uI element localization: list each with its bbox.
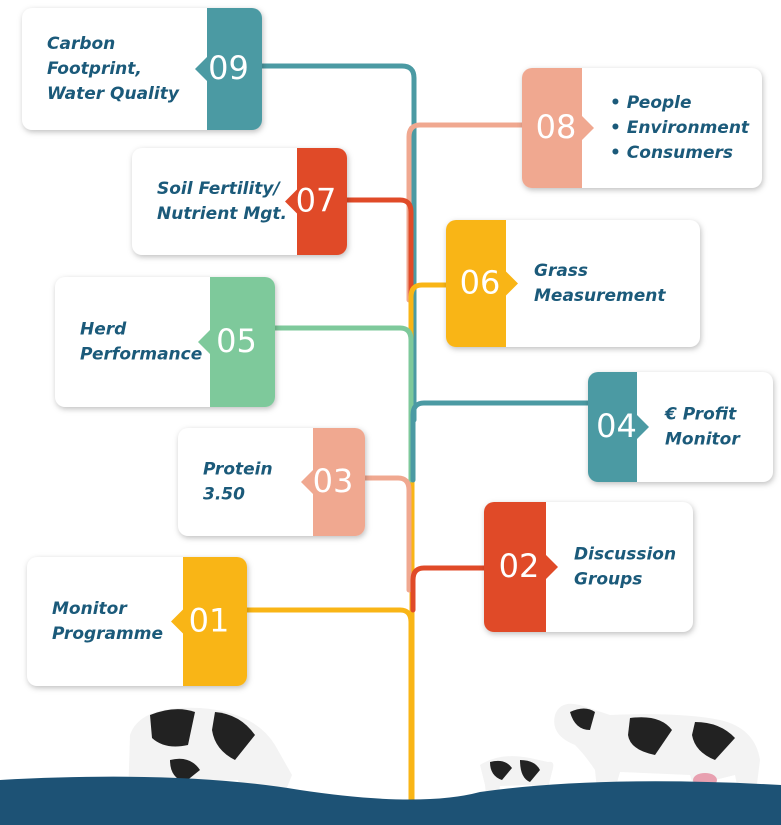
step-label: Soil Fertility/ xyxy=(157,179,282,199)
step-label: Monitor xyxy=(52,599,128,619)
step-label: € Profit xyxy=(664,405,737,425)
connector xyxy=(347,200,411,300)
step-number: 02 xyxy=(499,547,540,585)
step-label: Monitor xyxy=(665,430,741,450)
card: 09 Carbon Footprint, Water Quality xyxy=(22,8,262,130)
step-label: Grass xyxy=(534,261,588,281)
step-label: Discussion xyxy=(574,545,676,565)
step-number: 09 xyxy=(208,49,249,87)
step-label: Footprint, xyxy=(47,59,142,79)
card: 08 • People • Environment • Consumers xyxy=(522,68,762,188)
step-label: Protein xyxy=(203,460,273,480)
step-label: • Environment xyxy=(610,118,750,138)
step-number: 06 xyxy=(460,264,501,302)
card: 06 Grass Measurement xyxy=(446,220,700,347)
step-label: Carbon xyxy=(47,34,115,54)
step-label: Nutrient Mgt. xyxy=(157,204,287,224)
step-label: Groups xyxy=(574,570,642,590)
step-label: Performance xyxy=(80,345,202,365)
step-label: Programme xyxy=(52,624,163,644)
scenery xyxy=(0,704,781,825)
step-label: • Consumers xyxy=(610,143,733,163)
step-label: Herd xyxy=(80,320,127,340)
cards: 09 Carbon Footprint, Water Quality 08 • Peopl… xyxy=(22,8,773,686)
step-number: 03 xyxy=(313,462,354,500)
connector xyxy=(413,403,588,480)
step-number: 04 xyxy=(596,407,637,445)
step-label: Water Quality xyxy=(47,84,180,104)
step-number: 05 xyxy=(216,322,257,360)
ground xyxy=(0,777,781,825)
step-label: Measurement xyxy=(534,286,666,306)
connector xyxy=(413,568,484,610)
step-number: 07 xyxy=(296,182,337,220)
step-label: • People xyxy=(610,93,692,113)
infographic: 09 Carbon Footprint, Water Quality 08 • Peopl… xyxy=(0,0,781,825)
card: 01 Monitor Programme xyxy=(27,557,247,686)
card: 05 Herd Performance xyxy=(55,277,275,407)
step-number: 01 xyxy=(189,602,230,640)
card: 07 Soil Fertility/Nutrient Mgt. xyxy=(132,148,347,255)
step-label: 3.50 xyxy=(203,485,245,505)
card: 04 € Profit Monitor xyxy=(588,372,773,482)
step-number: 08 xyxy=(536,108,577,146)
card: 03 Protein 3.50 xyxy=(178,428,365,536)
connector xyxy=(365,478,409,590)
card: 02 Discussion Groups xyxy=(484,502,693,632)
